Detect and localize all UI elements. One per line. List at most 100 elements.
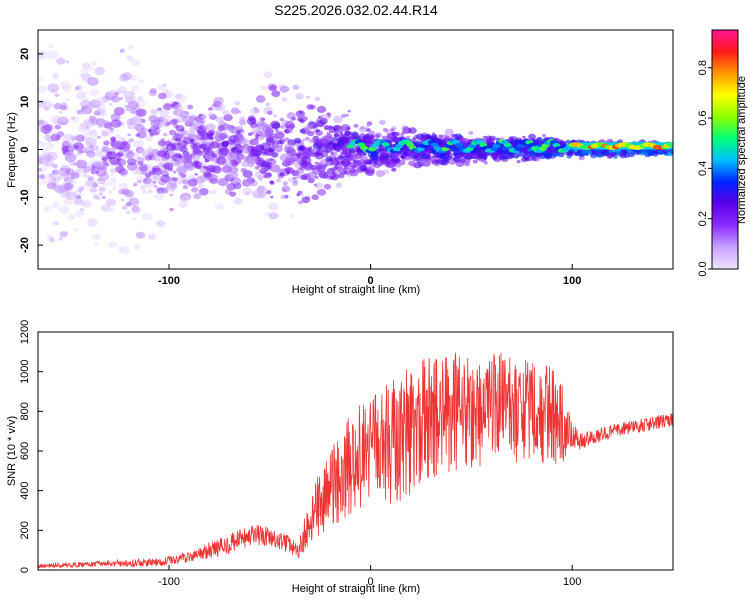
heatmap-cell bbox=[119, 245, 131, 255]
heatmap-cell bbox=[136, 156, 145, 164]
heatmap-cell bbox=[60, 102, 68, 108]
heatmap-cell bbox=[89, 99, 102, 109]
heatmap-cell bbox=[439, 142, 445, 147]
heatmap-cell bbox=[94, 66, 106, 76]
heatmap-cell bbox=[332, 115, 343, 124]
heatmap-cell bbox=[327, 172, 333, 177]
heatmap-cell bbox=[94, 242, 100, 247]
heatmap-cell bbox=[65, 97, 70, 101]
heatmap-cell bbox=[81, 127, 93, 137]
snr-y-axis-label: SNR (10 * v/v) bbox=[6, 416, 18, 486]
heatmap-cell bbox=[169, 193, 174, 197]
heatmap-cell bbox=[76, 159, 88, 169]
heatmap-cell bbox=[131, 59, 140, 67]
heatmap-cell bbox=[118, 182, 128, 190]
heatmap-cell bbox=[198, 113, 203, 117]
heatmap-cell bbox=[268, 157, 274, 162]
bottom-x-tick-label: 0 bbox=[368, 576, 374, 588]
heatmap-cell bbox=[120, 198, 125, 202]
heatmap-cell bbox=[319, 135, 330, 144]
heatmap-cell bbox=[58, 110, 63, 114]
heatmap-cell bbox=[51, 177, 57, 182]
heatmap-cell bbox=[263, 71, 273, 79]
heatmap-cell bbox=[47, 103, 54, 109]
heatmap-cell bbox=[628, 149, 633, 153]
heatmap-cell bbox=[83, 119, 88, 123]
heatmap-cell bbox=[140, 118, 146, 124]
bottom-y-tick-label: 200 bbox=[19, 521, 31, 539]
heatmap-cell bbox=[217, 147, 229, 157]
heatmap-cell bbox=[67, 146, 74, 151]
heatmap-cell bbox=[43, 106, 50, 111]
heatmap-cell bbox=[248, 162, 255, 167]
heatmap-cell bbox=[106, 198, 117, 207]
snr-x-axis-label: Height of straight line (km) bbox=[292, 583, 420, 595]
heatmap-cell bbox=[80, 105, 93, 115]
heatmap-cell bbox=[453, 156, 461, 163]
heatmap-cell bbox=[198, 183, 204, 188]
heatmap-cell bbox=[242, 187, 253, 196]
heatmap-cell bbox=[331, 160, 338, 165]
heatmap-cell bbox=[137, 131, 147, 139]
heatmap-cell bbox=[166, 181, 178, 190]
heatmap-cell bbox=[61, 145, 70, 152]
heatmap-cell bbox=[229, 173, 236, 179]
heatmap-cell bbox=[482, 135, 487, 139]
heatmap-cell bbox=[541, 134, 546, 137]
heatmap-cell bbox=[38, 156, 45, 165]
heatmap-cell bbox=[101, 156, 108, 161]
heatmap-cell bbox=[97, 178, 101, 181]
heatmap-cell bbox=[513, 154, 520, 159]
heatmap-cell bbox=[472, 159, 478, 164]
heatmap-cell bbox=[255, 95, 266, 103]
heatmap-cell bbox=[266, 158, 270, 162]
heatmap-cell bbox=[126, 158, 137, 166]
heatmap-cell bbox=[508, 136, 514, 141]
heatmap-cell bbox=[126, 118, 136, 126]
heatmap-cell bbox=[348, 154, 357, 161]
heatmap-cell bbox=[366, 121, 373, 126]
heatmap-cell bbox=[358, 126, 367, 133]
heatmap-cell bbox=[187, 178, 198, 187]
heatmap-cell bbox=[182, 136, 190, 142]
heatmap-cell bbox=[280, 194, 286, 200]
heatmap-cell bbox=[126, 55, 134, 62]
heatmap-cell bbox=[301, 196, 311, 203]
top-y-tick-label: 10 bbox=[19, 96, 31, 108]
heatmap-cell bbox=[147, 189, 153, 194]
heatmap-cell bbox=[120, 90, 125, 94]
heatmap-cell bbox=[54, 221, 59, 225]
heatmap-cell bbox=[93, 160, 103, 168]
heatmap-cell bbox=[137, 179, 142, 184]
heatmap-cell bbox=[112, 128, 117, 132]
heatmap-cell bbox=[502, 155, 508, 160]
heatmap-cell bbox=[133, 181, 138, 186]
heatmap-cell bbox=[234, 135, 245, 144]
top-y-tick-label: 20 bbox=[19, 48, 31, 60]
heatmap-cell bbox=[120, 149, 125, 153]
heatmap-cell bbox=[234, 101, 240, 106]
heatmap-cell bbox=[608, 149, 613, 153]
heatmap-cell bbox=[54, 93, 60, 98]
heatmap-cell bbox=[72, 162, 77, 166]
heatmap-cell bbox=[300, 174, 308, 180]
heatmap-cell bbox=[370, 134, 376, 139]
heatmap-cell bbox=[587, 150, 592, 155]
heatmap-cell bbox=[125, 108, 130, 112]
heatmap-cell bbox=[292, 176, 297, 180]
heatmap-cell bbox=[71, 116, 75, 120]
heatmap-cell bbox=[47, 83, 60, 93]
heatmap-cell bbox=[77, 159, 85, 166]
heatmap-cell bbox=[492, 156, 498, 161]
heatmap-cell bbox=[327, 113, 331, 116]
heatmap-cell bbox=[87, 77, 99, 86]
heatmap-cell bbox=[38, 51, 49, 60]
heatmap-cell bbox=[59, 80, 71, 89]
heatmap-cell bbox=[115, 165, 120, 168]
heatmap-cell bbox=[282, 184, 288, 189]
heatmap-cell bbox=[144, 135, 153, 142]
heatmap-cell bbox=[401, 125, 409, 131]
heatmap-cell bbox=[132, 217, 137, 221]
heatmap-cell bbox=[172, 177, 178, 182]
